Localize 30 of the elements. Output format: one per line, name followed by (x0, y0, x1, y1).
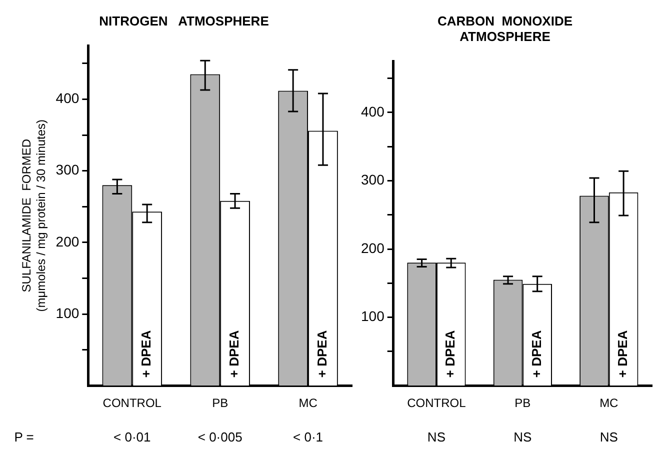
text: < 0·1 (293, 430, 324, 445)
y-tick-label: 200 (56, 233, 80, 250)
x-tick-label: MC (600, 396, 619, 410)
x-tick-label: MC (298, 396, 318, 410)
text: < 0·01 (114, 430, 151, 445)
x-tick-label: CONTROL (102, 396, 162, 410)
text: NS (427, 430, 446, 445)
y-tick-label: 400 (361, 103, 385, 120)
x-tick-label: PB (514, 396, 531, 410)
text: P = (14, 430, 34, 445)
series-label: + DPEA (442, 330, 458, 378)
text: < 0·005 (198, 430, 242, 445)
text: + DPEA (528, 330, 544, 378)
y-tick-label: 100 (361, 308, 385, 324)
text: + DPEA (314, 330, 330, 378)
text: + DPEA (226, 330, 242, 378)
y-tick-label: 300 (361, 172, 385, 188)
text: + DPEA (615, 330, 630, 378)
chart-title: CARBON MONOXIDE ATMOSPHERE (437, 13, 573, 44)
text: NS (514, 430, 532, 445)
y-tick-label: 400 (56, 90, 80, 106)
series-label: + DPEA (138, 330, 154, 378)
y-tick-label: 200 (361, 240, 385, 256)
y-tick-label: 300 (56, 162, 80, 178)
text: NS (600, 430, 618, 445)
y-tick-label: 100 (56, 304, 80, 321)
chart-title: NITROGEN ATMOSPHERE (99, 13, 270, 28)
x-tick-label: PB (212, 396, 228, 410)
x-tick-label: CONTROL (407, 396, 466, 410)
y-axis-title: SULFANILAMIDE FORMED (mμmoles / mg protein / 30 minutes) (20, 119, 48, 312)
